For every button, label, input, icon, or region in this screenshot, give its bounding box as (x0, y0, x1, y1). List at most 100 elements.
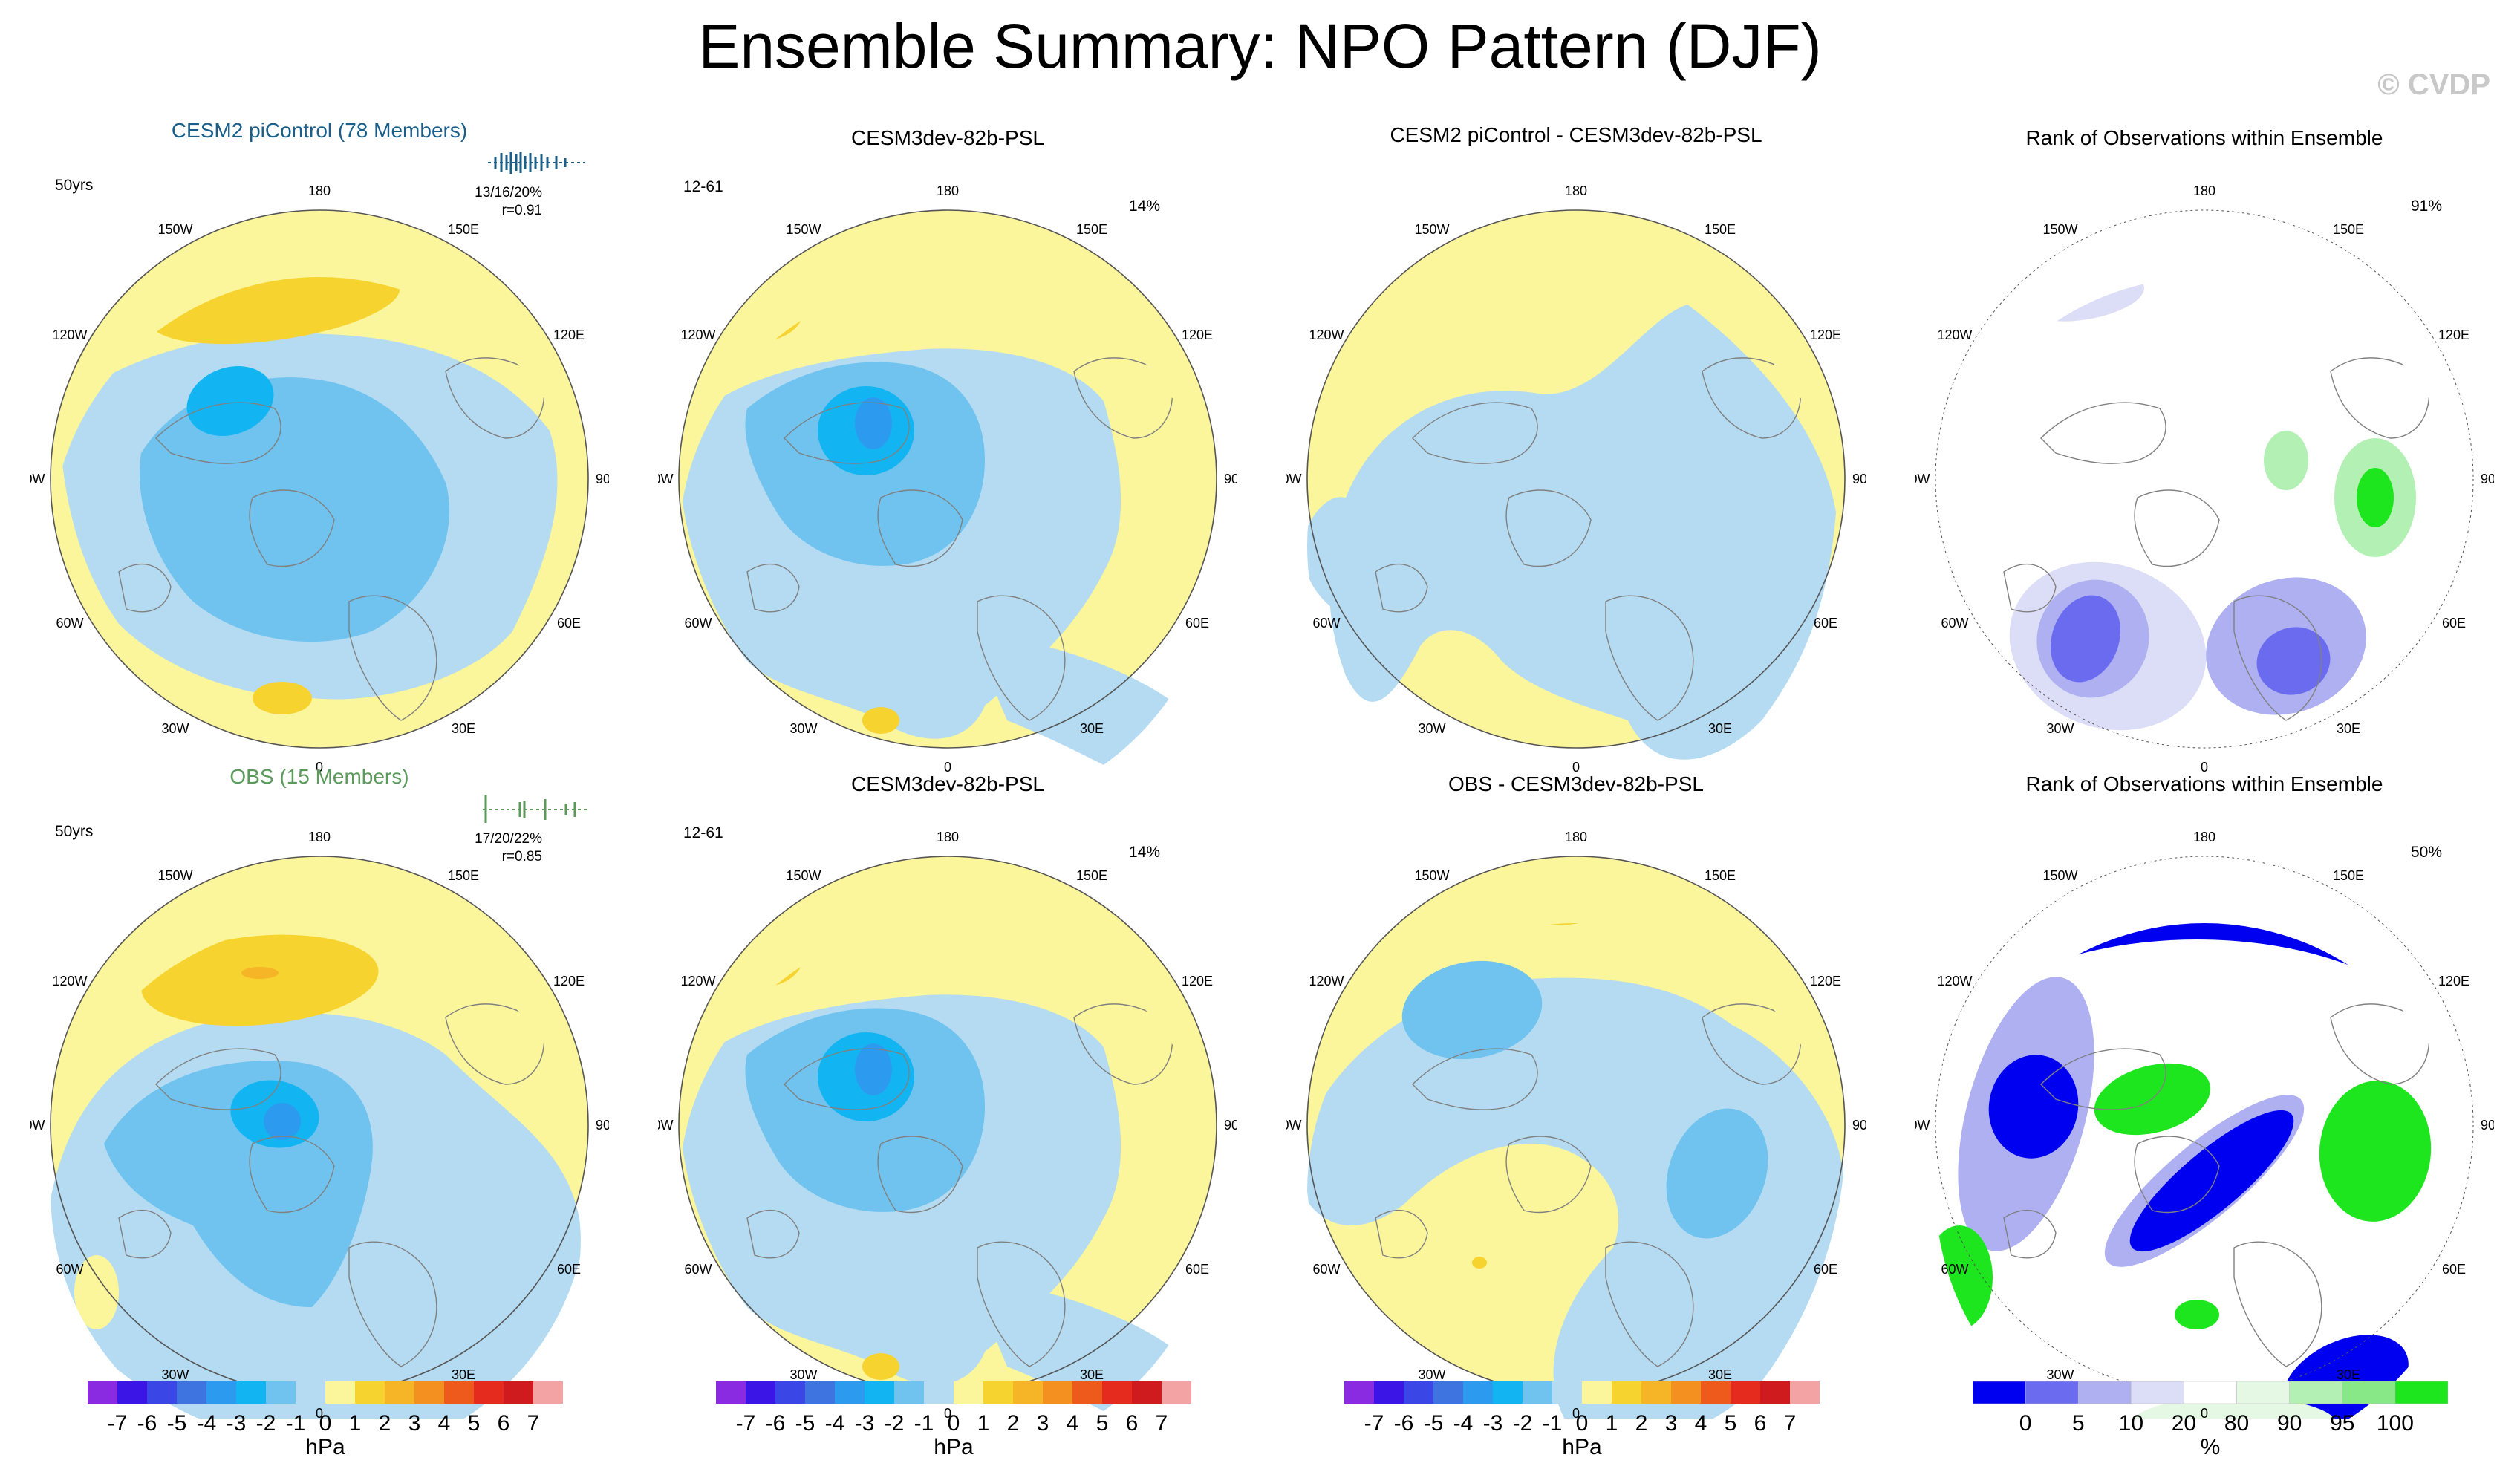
colorbar-swatch (1162, 1381, 1191, 1404)
colorbar-hpa-2: -7 -6 -5 -4 -3 -2 -1 0 1 2 3 4 5 6 7 hPa (716, 1381, 1191, 1459)
colorbar-hpa-1: -7 -6 -5 -4 -3 -2 -1 0 1 2 3 4 5 6 7 hPa (88, 1381, 563, 1459)
longitude-label: 150E (1076, 868, 1107, 883)
polar-map: 180 150E 120E 90E 60E 30E 0 30W 60W 90W 120W 150W (1915, 830, 2494, 1419)
map-boundary (50, 209, 589, 749)
rank-region-east-core (2256, 627, 2331, 695)
colorbar-swatches (88, 1381, 563, 1404)
colorbar-swatch (236, 1381, 266, 1404)
colorbar-swatch (147, 1381, 177, 1404)
longitude-label: 0 (2201, 1406, 2208, 1419)
coastlines (746, 357, 1173, 721)
colorbar-swatch (2289, 1381, 2343, 1404)
stats-correlation: r=0.85 (501, 849, 542, 864)
longitude-label: 150W (2042, 868, 2077, 883)
colorbar-swatch (865, 1381, 894, 1404)
longitude-label: 60E (1814, 1262, 1837, 1277)
panel-cesm3dev-psl-2: 180 150E 120E 90E 60E 30E 0 30W 60W 90W 120W 150W C… (658, 765, 1237, 1419)
colorbar-swatch (117, 1381, 147, 1404)
colorbar-tick: 0 (2019, 1411, 2032, 1436)
colorbar-tick: -6 (765, 1411, 786, 1436)
negative-anomaly-max (186, 365, 274, 437)
coastlines (118, 357, 545, 721)
colorbar-swatch (716, 1381, 746, 1404)
longitude-label: 60E (1814, 616, 1837, 631)
colorbar-unit: hPa (1562, 1435, 1602, 1459)
longitude-label: 180 (937, 183, 959, 198)
longitude-label: 150W (157, 222, 192, 237)
longitude-label: 150W (786, 222, 821, 237)
colorbar-ticks: 0 5 10 20 80 90 95 100 (1973, 1411, 2448, 1436)
anomaly-layer (59, 277, 558, 714)
longitude-label: 90W (1286, 1118, 1302, 1133)
longitude-label: 150E (448, 222, 479, 237)
colorbar-ticks: -7 -6 -5 -4 -3 -2 -1 0 1 2 3 4 5 6 7 (716, 1411, 1191, 1436)
figure-title: Ensemble Summary: NPO Pattern (DJF) (698, 11, 1822, 81)
rank-max-south (2175, 1300, 2219, 1329)
stats-percent: 17/20/22% (475, 831, 542, 847)
longitude-label: 120W (680, 974, 715, 989)
colorbar-tick: -4 (196, 1411, 217, 1436)
panel-cesm3dev-psl: 180 150E 120E 90E 60E 30E 0 30W 60W 90W 120W 150W C… (658, 119, 1237, 772)
polar-map: 180 150E 120E 90E 60E 30E 0 30W 60W 90W 120W 150W (1286, 830, 1866, 1419)
years-label: 50yrs (55, 177, 94, 194)
colorbar-tick: 2 (1006, 1411, 1020, 1436)
colorbar-tick: 80 (2224, 1411, 2250, 1436)
longitude-label: 90E (596, 472, 609, 486)
longitude-label: 0 (944, 760, 951, 772)
colorbar-tick: 6 (1125, 1411, 1139, 1436)
longitude-label: 90W (30, 1118, 45, 1133)
longitude-label: 120E (2438, 328, 2469, 342)
colorbar-tick: 5 (467, 1411, 481, 1436)
colorbar-tick: -1 (1542, 1411, 1563, 1436)
colorbar-tick: 1 (1605, 1411, 1618, 1436)
longitude-label: 0 (944, 1406, 951, 1419)
colorbar-tick: 6 (497, 1411, 510, 1436)
colorbar-swatches (716, 1381, 1191, 1404)
colorbar-tick: -1 (914, 1411, 934, 1436)
longitude-label: 150W (1414, 868, 1449, 883)
panel-title: CESM2 piControl - CESM3dev-82b-PSL (1390, 123, 1762, 146)
colorbar-swatch (206, 1381, 236, 1404)
longitude-label: 60W (1941, 1262, 1968, 1277)
colorbar-ticks: -7 -6 -5 -4 -3 -2 -1 0 1 2 3 4 5 6 7 (1344, 1411, 1820, 1436)
colorbar-tick: 5 (2071, 1411, 2085, 1436)
longitude-label: 90W (1915, 1118, 1930, 1133)
longitude-label: 90E (1224, 472, 1237, 486)
colorbar-swatch (924, 1381, 954, 1404)
longitude-label: 30E (452, 1367, 475, 1382)
stats-percent: 13/16/20% (475, 185, 542, 201)
colorbar-swatch (1374, 1381, 1404, 1404)
polar-map: 180 150E 120E 90E 60E 30E 0 30W 60W 90W 120W 150W (30, 830, 609, 1419)
longitude-label: 0 (316, 760, 323, 772)
colorbar-tick: 3 (1664, 1411, 1678, 1436)
colorbar-tick: -5 (795, 1411, 815, 1436)
longitude-label: 30W (161, 1367, 189, 1382)
colorbar-swatch (296, 1381, 325, 1404)
longitude-label: 150E (1076, 222, 1107, 237)
longitude-label: 180 (308, 183, 331, 198)
colorbar-swatch (746, 1381, 775, 1404)
panel-title: OBS - CESM3dev-82b-PSL (1448, 772, 1704, 795)
longitude-label: 120W (52, 974, 87, 989)
positive-anomaly-europe (862, 1353, 899, 1380)
longitude-label: 90W (30, 472, 45, 486)
longitude-label: 60E (1185, 616, 1209, 631)
colorbar-swatch (1552, 1381, 1582, 1404)
longitude-label: 0 (316, 1406, 323, 1419)
colorbar-swatch (177, 1381, 206, 1404)
colorbar-swatch (1072, 1381, 1102, 1404)
colorbar-swatch (1612, 1381, 1641, 1404)
negative-anomaly-core (140, 377, 450, 642)
colorbar-tick: 100 (2376, 1411, 2414, 1436)
colorbar-tick: -2 (1512, 1411, 1533, 1436)
colorbar-swatch (414, 1381, 444, 1404)
colorbar-tick: -5 (1423, 1411, 1444, 1436)
colorbar-swatches (1973, 1381, 2448, 1404)
longitude-label: 150E (1705, 868, 1736, 883)
colorbar-swatch (444, 1381, 474, 1404)
anomaly-layer (1307, 305, 1836, 760)
panel-title: CESM2 piControl (78 Members) (171, 119, 468, 142)
colorbar-swatch (1043, 1381, 1072, 1404)
colorbar-swatch (1132, 1381, 1162, 1404)
polar-map: 180 150E 120E 90E 60E 30E 0 30W 60W 90W 120W 150W (30, 183, 609, 772)
